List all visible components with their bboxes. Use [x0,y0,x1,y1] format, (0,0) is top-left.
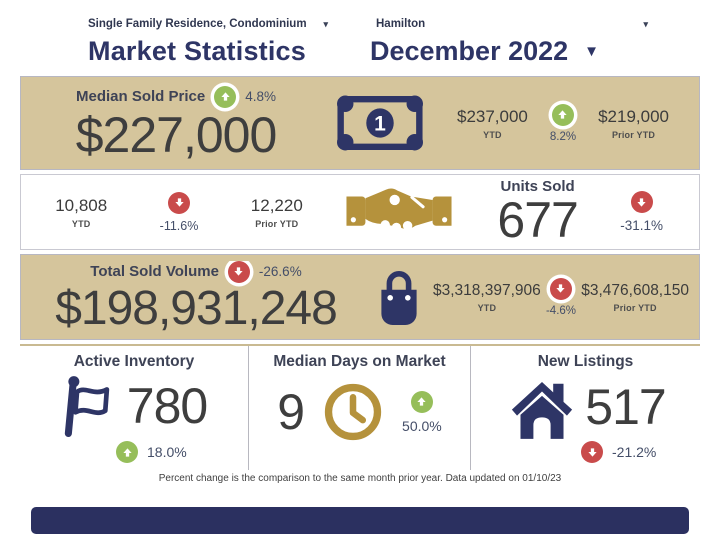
total-volume-change: -26.6% [258,264,302,280]
title-row: Market Statistics December 2022 ▼ [88,36,700,67]
new-listings-panel: New Listings 517 -21.2% [470,346,700,470]
median-sold-price-band: Median Sold Price 4.8% $227,000 1 $237,0… [20,76,700,170]
chevron-down-icon: ▾ [643,18,648,29]
up-arrow-icon [214,85,237,108]
median-days-change-stack: 50.0% [402,390,442,434]
chevron-down-icon: ▾ [323,18,328,29]
property-type-value: Single Family Residence, Condominium [88,18,307,30]
units-sold-change-stack: -31.1% [620,191,663,233]
property-type-select[interactable]: Single Family Residence, Condominium ▾ [88,18,328,30]
footer-note: Percent change is the comparison to the … [158,473,562,484]
median-days-change: 50.0% [402,417,442,434]
units-sold-band: 10,808 YTD -11.6% 12,220 Prior YTD [20,174,700,250]
volume-ytd-value: $3,318,397,906 [433,281,541,299]
clock-icon [322,381,384,443]
median-sold-price-label: Median Sold Price [76,88,206,105]
median-prior-stat: $219,000 Prior YTD [598,107,669,140]
median-prior-value: $219,000 [598,106,669,126]
units-ytd-change-stack: -11.6% [159,191,199,233]
new-listings-label: New Listings [537,353,634,370]
volume-ytd-label: YTD [477,302,497,313]
units-ytd-value: 10,808 [55,195,108,215]
active-inventory-value: 780 [126,377,208,434]
units-sold-change: -31.1% [620,218,663,233]
flag-icon [61,373,115,439]
median-ytd-value: $237,000 [456,106,528,126]
active-inventory-panel: Active Inventory 780 18.0% [20,346,248,470]
selector-row: Single Family Residence, Condominium ▾ H… [88,18,700,30]
down-arrow-icon [227,260,250,283]
house-icon [505,373,579,441]
area-select[interactable]: Hamilton ▾ [376,18,648,30]
active-inventory-change-row: 18.0% [116,441,248,463]
units-prior-value: 12,220 [250,195,303,215]
shopping-bag-icon [375,267,423,327]
median-ytd-change: 8.2% [549,130,577,143]
bottom-bar [31,507,689,534]
units-prior-label: Prior YTD [255,218,299,229]
median-days-panel: Median Days on Market 9 50.0% [248,346,470,470]
money-denomination: 1 [374,112,386,135]
median-sold-price-change: 4.8% [245,89,276,104]
units-ytd-label: YTD [71,218,91,229]
up-arrow-icon [410,390,433,413]
down-arrow-icon [581,441,603,463]
period-select[interactable]: December 2022 ▼ [370,36,599,67]
volume-prior-value: $3,476,608,150 [581,281,689,299]
units-sold-label: Units Sold [500,178,575,195]
units-sold-side: 10,808 YTD -11.6% 12,220 Prior YTD [29,191,329,233]
units-prior-stat: 12,220 Prior YTD [251,196,303,229]
total-sold-volume-band: Total Sold Volume -26.6% $198,931,248 $3… [20,254,700,340]
triangle-down-icon: ▼ [584,43,599,60]
new-listings-change-row: -21.2% [581,441,700,463]
page-title: Market Statistics [88,36,306,66]
total-volume-value: $198,931,248 [55,281,338,334]
median-ytd-stat: $237,000 YTD [457,107,528,140]
bottom-stats-band: Active Inventory 780 18.0% Medi [20,344,700,470]
money-bill-icon: 1 [337,95,423,151]
units-ytd-stat: 10,808 YTD [55,196,107,229]
volume-ytd-change: -4.6% [545,304,577,317]
down-arrow-icon [168,191,190,214]
median-sold-price-value: $227,000 [75,106,278,163]
volume-prior-label: Prior YTD [613,302,657,313]
units-sold-value: 677 [497,192,578,248]
volume-ytd-change-stack: -4.6% [545,277,577,317]
total-volume-main: Total Sold Volume -26.6% $198,931,248 [27,260,365,334]
median-sold-price-main: Median Sold Price 4.8% $227,000 [29,85,323,163]
new-listings-change: -21.2% [612,444,657,460]
total-volume-label: Total Sold Volume [90,263,219,281]
up-arrow-icon [551,103,574,126]
active-inventory-change: 18.0% [147,444,187,460]
total-volume-side: $3,318,397,906 YTD -4.6% $3,476,608,150 … [433,277,693,317]
units-sold-main: Units Sold 677 [455,178,620,246]
new-listings-value: 517 [585,378,666,435]
period-value: December 2022 [370,36,569,66]
median-days-label: Median Days on Market [273,353,446,370]
active-inventory-label: Active Inventory [73,353,195,370]
median-sold-price-side: $237,000 YTD 8.2% $219,000 Prior YTD [435,103,691,143]
handshake-icon [343,181,455,243]
median-prior-label: Prior YTD [611,129,656,140]
median-ytd-change-stack: 8.2% [549,103,577,143]
up-arrow-icon [116,441,138,463]
volume-ytd-stat: $3,318,397,906 YTD [433,282,541,313]
down-arrow-icon [549,277,572,300]
down-arrow-icon [630,191,653,213]
median-days-value: 9 [277,383,305,440]
median-ytd-label: YTD [483,129,502,140]
area-value: Hamilton [376,18,426,30]
volume-prior-stat: $3,476,608,150 Prior YTD [581,282,689,313]
units-ytd-change: -11.6% [159,218,199,233]
